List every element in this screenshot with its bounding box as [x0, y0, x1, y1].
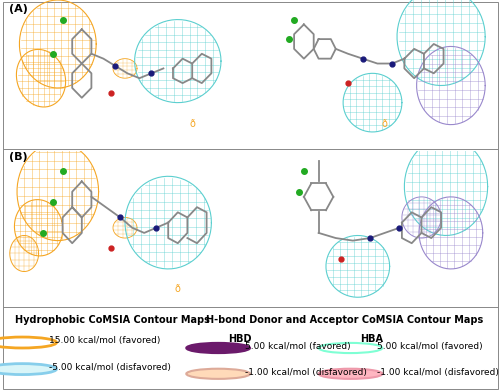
Text: 15.00 kcal/mol (favored): 15.00 kcal/mol (favored): [49, 336, 160, 346]
Text: H-bond Donor and Acceptor CoMSIA Contour Maps: H-bond Donor and Acceptor CoMSIA Contour…: [206, 315, 483, 325]
Circle shape: [0, 364, 56, 375]
Text: (A): (A): [9, 4, 28, 14]
Text: ð: ð: [175, 284, 180, 294]
Circle shape: [318, 369, 382, 379]
Text: -1.00 kcal/mol (disfavored): -1.00 kcal/mol (disfavored): [245, 368, 367, 377]
Text: 5.00 kcal/mol (favored): 5.00 kcal/mol (favored): [245, 342, 350, 351]
Text: ð: ð: [382, 119, 388, 129]
Text: HBD: HBD: [228, 334, 252, 344]
Text: ð: ð: [190, 119, 195, 129]
Text: (B): (B): [9, 152, 28, 163]
Text: -5.00 kcal/mol (disfavored): -5.00 kcal/mol (disfavored): [49, 363, 171, 372]
Circle shape: [186, 343, 250, 353]
Text: 5.00 kcal/mol (favored): 5.00 kcal/mol (favored): [378, 342, 483, 351]
Text: HBA: HBA: [360, 334, 384, 344]
Text: -1.00 kcal/mol (disfavored): -1.00 kcal/mol (disfavored): [378, 368, 500, 377]
Circle shape: [186, 369, 250, 379]
Text: Hydrophobic CoMSIA Contour Maps: Hydrophobic CoMSIA Contour Maps: [15, 315, 210, 325]
